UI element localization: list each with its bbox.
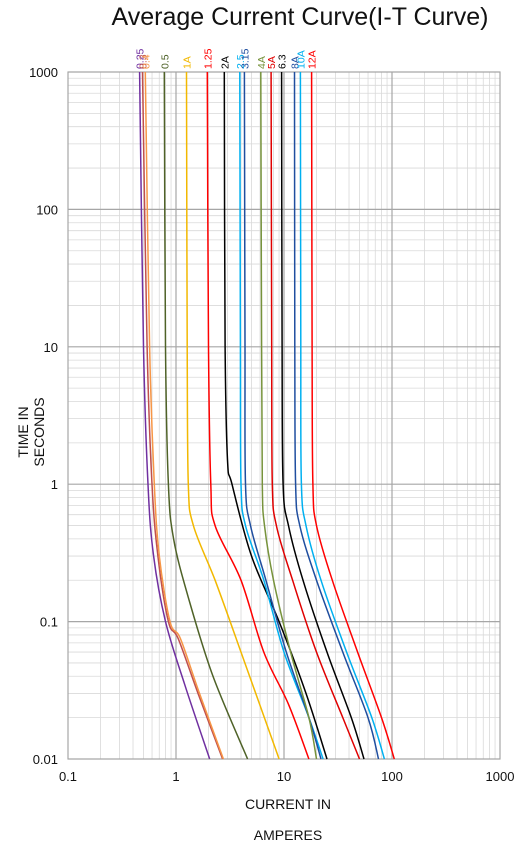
series-label-0.4: 0.4	[140, 54, 152, 69]
x-axis-label-line-2: AMPERES	[254, 827, 322, 843]
curve-12A	[310, 71, 396, 760]
y-tick-label: 1	[51, 477, 58, 492]
x-tick-label: 100	[381, 769, 403, 784]
x-tick-label: 10	[277, 769, 291, 784]
series-label-8A: 8A	[290, 56, 302, 69]
series-label-2.5: 2.5	[235, 54, 247, 69]
curve-5A	[270, 71, 361, 760]
curve-2A	[223, 71, 328, 760]
series-label-0.5: 0.5	[159, 54, 171, 69]
x-tick-labels: 0.1 1 10 100 1000	[59, 769, 515, 784]
curve-0.4	[144, 71, 225, 760]
y-tick-label: 100	[36, 202, 58, 217]
curve-8A	[293, 71, 380, 760]
curve-4A	[260, 71, 318, 760]
y-tick-label: 0.01	[33, 752, 58, 767]
series-label-2A: 2A	[219, 56, 231, 69]
curve-1A	[185, 71, 280, 760]
chart-title: Average Current Curve(I-T Curve)	[112, 3, 489, 31]
series-label-3.15: 3.15	[239, 48, 251, 69]
x-axis-label-line-1: CURRENT IN	[245, 796, 331, 812]
series-label-10A: 10A	[295, 50, 307, 69]
y-tick-label: 1000	[29, 65, 58, 80]
series-label-12A: 12A	[307, 50, 319, 69]
curve-0.3	[141, 71, 224, 760]
series-label-0.25: 0.25	[135, 48, 147, 69]
curve-0.5	[163, 71, 249, 760]
x-tick-label: 1000	[486, 769, 515, 784]
y-tick-label: 10	[44, 340, 58, 355]
series-label-4A: 4A	[256, 56, 268, 69]
series-label-1A: 1A	[182, 56, 194, 69]
curve-6.3	[280, 71, 365, 760]
curve-10A	[299, 71, 386, 760]
curve-0.25	[138, 71, 211, 760]
x-tick-label: 1	[172, 769, 179, 784]
series-label-0.3: 0.3	[138, 54, 150, 69]
series-label-1.25: 1.25	[202, 48, 214, 69]
curves	[138, 71, 396, 760]
y-tick-label: 0.1	[40, 615, 58, 630]
y-tick-labels: 0.01 0.1 1 10 100 1000	[29, 65, 58, 767]
curve-2.5	[239, 71, 324, 760]
series-label-6.3: 6.3	[277, 54, 289, 69]
plot-grid	[67, 71, 501, 760]
curve-1.25	[206, 71, 310, 760]
curve-3.15	[243, 71, 322, 760]
series-label-5A: 5A	[266, 56, 278, 69]
x-tick-label: 0.1	[59, 769, 77, 784]
y-axis-label-line-1: TIME IN	[15, 406, 31, 457]
y-axis-label-line-2: SECONDS	[31, 397, 47, 466]
